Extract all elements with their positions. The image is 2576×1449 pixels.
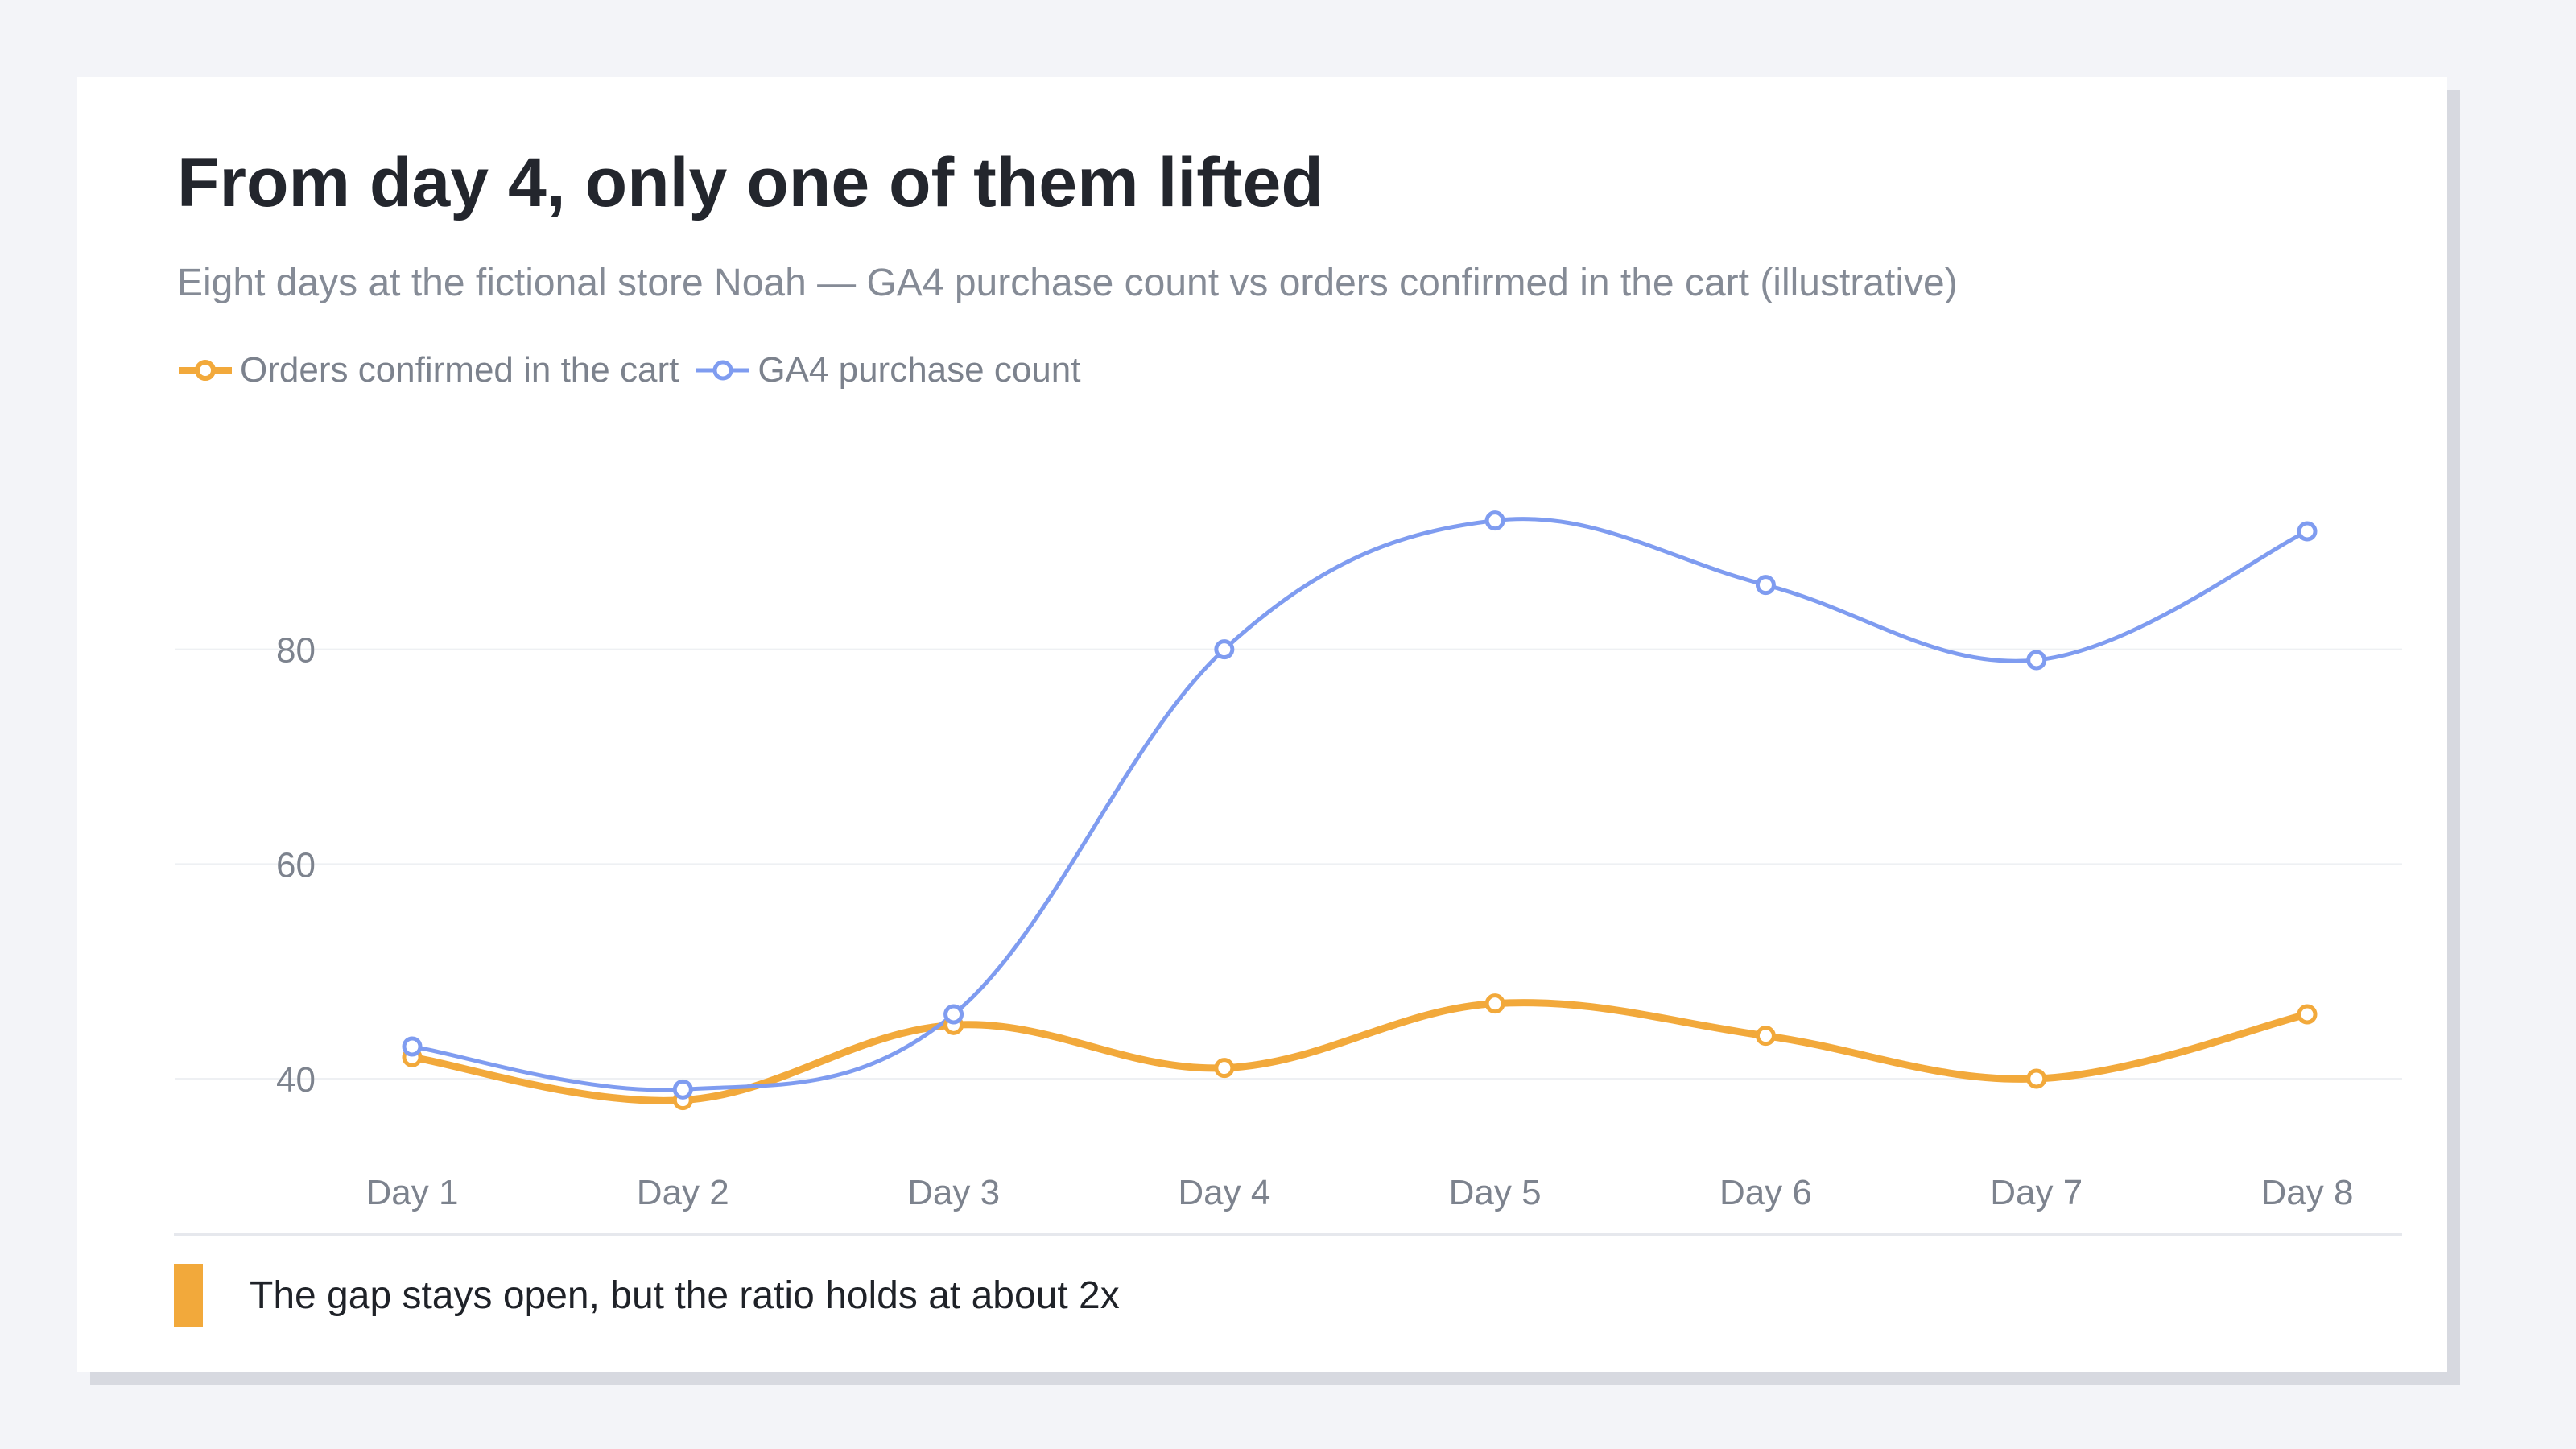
x-tick-label-8: Day 8 xyxy=(2261,1173,2354,1212)
point-ga4-day-1 xyxy=(402,1036,423,1057)
legend-swatch-orders xyxy=(179,360,232,381)
chart-title: From day 4, only one of them lifted xyxy=(177,144,1323,221)
legend-label-ga4: GA4 purchase count xyxy=(758,350,1081,390)
series-line-ga4 xyxy=(410,517,2310,1092)
point-ga4-day-8 xyxy=(2297,521,2318,542)
legend-label-orders: Orders confirmed in the cart xyxy=(240,350,679,390)
point-ga4-day-7 xyxy=(2026,650,2047,671)
point-ga4-day-4 xyxy=(1214,639,1235,660)
chart-subtitle: Eight days at the fictional store Noah —… xyxy=(177,262,1958,304)
point-orders-day-8 xyxy=(2297,1004,2318,1025)
point-orders-day-5 xyxy=(1484,993,1505,1014)
point-orders-day-6 xyxy=(1755,1026,1776,1046)
legend-item-orders[interactable]: Orders confirmed in the cart xyxy=(177,350,679,390)
y-tick-label-60: 60 xyxy=(276,845,316,885)
x-tick-label-4: Day 4 xyxy=(1178,1173,1270,1212)
note-marker xyxy=(174,1264,203,1327)
legend-item-ga4[interactable]: GA4 purchase count xyxy=(695,350,1080,390)
x-tick-label-7: Day 7 xyxy=(1990,1173,2083,1212)
legend-swatch-ga4 xyxy=(696,360,750,381)
point-orders-day-4 xyxy=(1214,1058,1235,1079)
point-orders-day-7 xyxy=(2026,1068,2047,1089)
point-ga4-day-6 xyxy=(1755,575,1776,596)
point-ga4-day-3 xyxy=(943,1004,964,1025)
series-line-orders xyxy=(408,999,2311,1104)
y-tick-label-80: 80 xyxy=(276,631,316,671)
x-tick-label-3: Day 3 xyxy=(907,1173,1000,1212)
x-tick-label-1: Day 1 xyxy=(366,1173,459,1212)
point-ga4-day-5 xyxy=(1484,510,1505,531)
x-tick-label-5: Day 5 xyxy=(1449,1173,1542,1212)
x-tick-label-6: Day 6 xyxy=(1719,1173,1812,1212)
chart-card xyxy=(77,77,2447,1372)
x-tick-label-2: Day 2 xyxy=(637,1173,729,1212)
point-ga4-day-2 xyxy=(672,1079,693,1100)
chart-legend: Orders confirmed in the cart GA4 purchas… xyxy=(177,345,1096,396)
footer-divider xyxy=(174,1233,2402,1236)
y-tick-label-40: 40 xyxy=(276,1060,316,1100)
chart-note: The gap stays open, but the ratio holds … xyxy=(250,1274,1120,1317)
